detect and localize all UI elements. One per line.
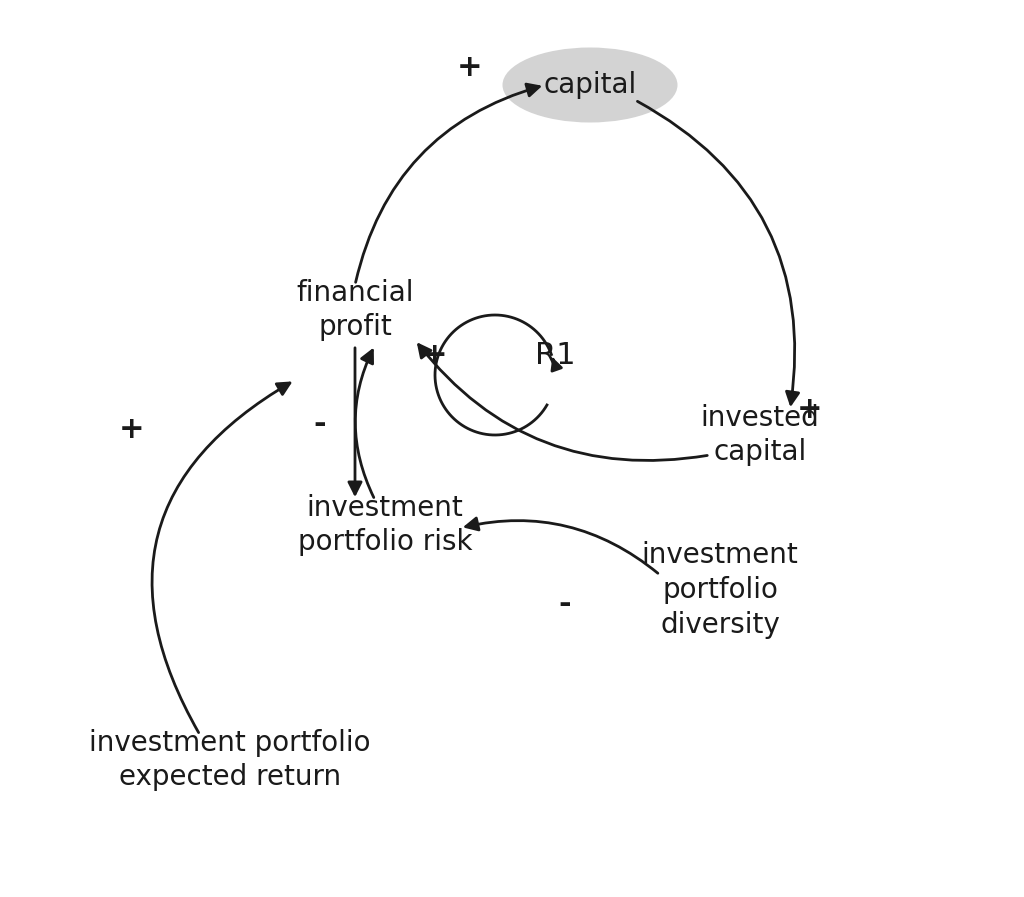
Text: +: + — [798, 396, 823, 424]
Ellipse shape — [503, 48, 678, 123]
FancyArrowPatch shape — [349, 348, 361, 494]
Text: -: - — [313, 411, 327, 440]
Text: capital: capital — [544, 71, 637, 99]
Text: -: - — [559, 590, 571, 620]
FancyArrowPatch shape — [355, 84, 540, 283]
Text: investment
portfolio risk: investment portfolio risk — [298, 493, 472, 556]
Text: financial
profit: financial profit — [296, 279, 414, 341]
FancyArrowPatch shape — [419, 344, 708, 460]
Text: invested
capital: invested capital — [700, 404, 819, 466]
FancyArrowPatch shape — [152, 383, 290, 733]
Text: investment
portfolio
diversity: investment portfolio diversity — [642, 542, 799, 639]
Text: +: + — [119, 415, 144, 445]
FancyArrowPatch shape — [466, 518, 657, 573]
Text: +: + — [457, 54, 482, 83]
FancyArrowPatch shape — [355, 351, 374, 498]
Text: investment portfolio
expected return: investment portfolio expected return — [89, 728, 371, 791]
Text: R1: R1 — [535, 341, 575, 370]
Text: +: + — [422, 341, 447, 370]
FancyArrowPatch shape — [637, 101, 799, 405]
